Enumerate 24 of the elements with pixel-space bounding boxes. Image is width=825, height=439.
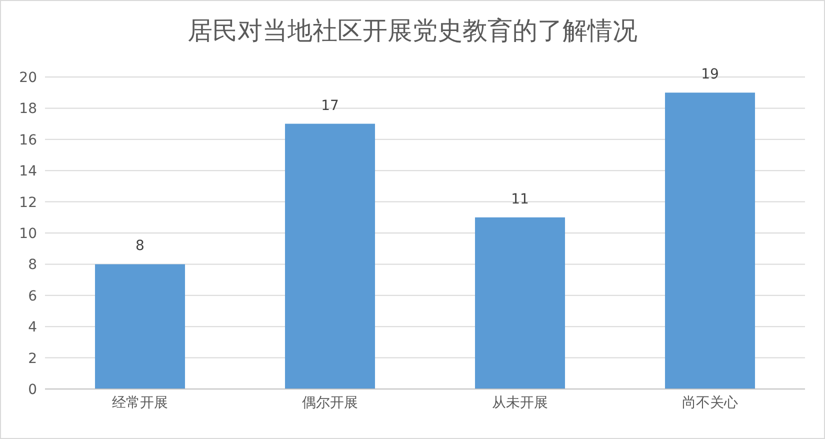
x-tick-label: 经常开展 bbox=[112, 394, 168, 411]
bar bbox=[475, 217, 565, 389]
bar bbox=[665, 92, 755, 389]
y-tick-label: 8 bbox=[28, 257, 37, 274]
x-tick-label: 尚不关心 bbox=[682, 394, 738, 411]
bar bbox=[95, 264, 185, 389]
y-tick-label: 2 bbox=[28, 350, 37, 367]
chart-title: 居民对当地社区开展党史教育的了解情况 bbox=[186, 15, 638, 47]
data-label: 11 bbox=[511, 191, 529, 208]
data-label: 8 bbox=[136, 238, 144, 254]
y-tick-label: 0 bbox=[28, 382, 37, 398]
bar bbox=[285, 124, 375, 389]
y-tick-label: 10 bbox=[19, 226, 37, 242]
data-label: 17 bbox=[321, 98, 339, 114]
y-tick-label: 14 bbox=[19, 164, 38, 180]
data-label: 19 bbox=[701, 66, 719, 83]
y-tick-label: 12 bbox=[19, 194, 37, 211]
y-tick-label: 6 bbox=[28, 288, 38, 304]
x-tick-label: 偶尔开展 bbox=[302, 394, 358, 411]
y-tick-label: 20 bbox=[19, 70, 37, 86]
y-tick-label: 4 bbox=[28, 320, 38, 336]
x-tick-label: 从未开展 bbox=[492, 394, 548, 411]
y-tick-label: 16 bbox=[19, 132, 38, 148]
y-tick-label: 18 bbox=[19, 101, 37, 118]
